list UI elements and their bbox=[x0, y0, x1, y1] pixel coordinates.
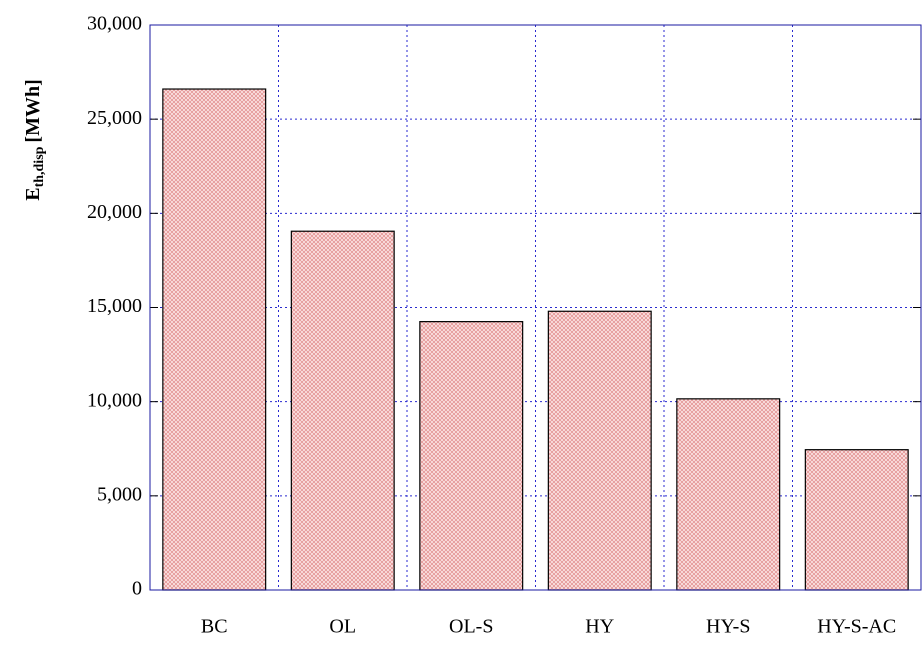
y-axis-label: Eth,disp [MWh] bbox=[22, 79, 48, 201]
y-tick-label: 30,000 bbox=[87, 13, 142, 35]
plot-frame bbox=[149, 24, 922, 591]
y-tick-label: 15,000 bbox=[87, 295, 142, 317]
y-label-unit: [MWh] bbox=[22, 79, 44, 142]
y-tick-label: 25,000 bbox=[87, 107, 142, 129]
y-tick-label: 0 bbox=[132, 578, 142, 600]
y-tick-label: 10,000 bbox=[87, 389, 142, 411]
x-tick-label: BC bbox=[201, 616, 228, 638]
bar bbox=[547, 310, 652, 591]
x-tick-label: OL bbox=[329, 616, 356, 638]
y-tick-label: 20,000 bbox=[87, 201, 142, 223]
bar bbox=[419, 321, 524, 591]
bar bbox=[676, 398, 781, 591]
x-tick-label: HY bbox=[585, 616, 614, 638]
bar bbox=[804, 449, 909, 591]
x-tick-label: HY-S-AC bbox=[817, 616, 896, 638]
y-label-main: E bbox=[22, 187, 44, 200]
y-tick-label: 5,000 bbox=[97, 483, 142, 505]
x-tick-label: OL-S bbox=[449, 616, 493, 638]
y-label-subscript: th,disp bbox=[32, 146, 47, 187]
bar bbox=[162, 88, 267, 591]
bar bbox=[290, 230, 395, 591]
x-tick-label: HY-S bbox=[706, 616, 750, 638]
